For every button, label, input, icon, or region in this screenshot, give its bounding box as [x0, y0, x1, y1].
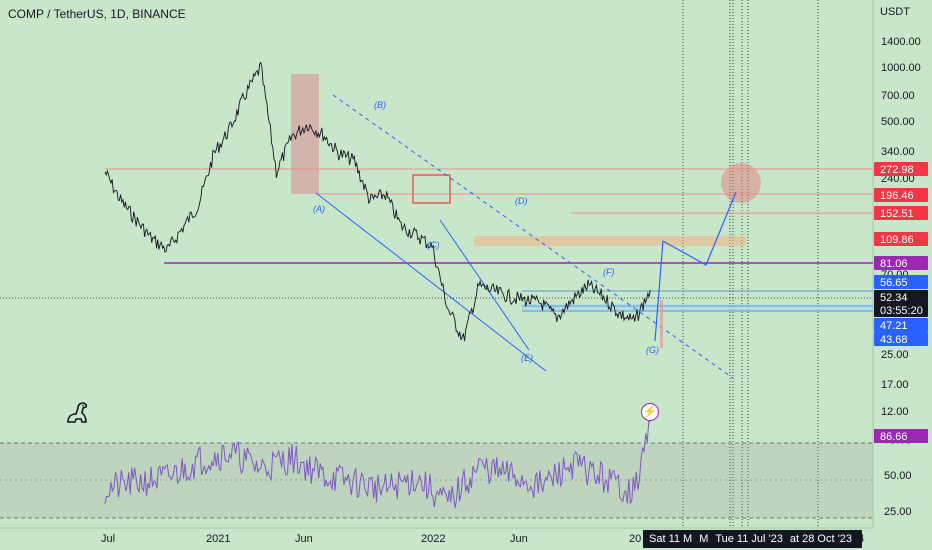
price-badge-box: [874, 162, 928, 176]
tooltip-date-1: Sat 11 M: [649, 533, 693, 545]
price-badge-box: [874, 318, 928, 332]
price-badge-box: [874, 188, 928, 202]
time-tick-label: 20: [629, 533, 641, 545]
lower-channel-line: [315, 192, 547, 372]
price-badge-label: 196.46: [880, 190, 914, 202]
price-badge-label: 03:55:20: [880, 305, 923, 317]
wave-label-1: (A): [313, 204, 325, 214]
time-tick-label: Jul: [101, 533, 115, 545]
time-tick-label: 2021: [206, 533, 230, 545]
price-tick-label: 25.00: [881, 349, 909, 361]
target-circle: [721, 163, 761, 203]
time-tick-label: 2022: [421, 533, 445, 545]
price-badge: 272.98: [874, 162, 928, 176]
price-badge-label: 152.51: [880, 208, 914, 220]
rsi-series-line: [104, 420, 651, 508]
price-badge: 52.34: [874, 290, 928, 304]
price-badge: 47.21: [874, 318, 928, 332]
price-tick-label: 17.00: [881, 379, 909, 391]
c-to-e-line: [439, 219, 530, 351]
rsi-badge-label: 86.66: [880, 431, 908, 443]
wave-label-3: (C): [427, 240, 440, 250]
zone-orange-band: [474, 236, 746, 246]
price-badge: 56.65: [874, 275, 928, 289]
chart-title: COMP / TetherUS, 1D, BINANCE: [8, 7, 186, 21]
price-tick-label: 1400.00: [881, 36, 921, 48]
dinosaur-icon: [64, 400, 90, 431]
price-badge-box: [874, 256, 928, 270]
price-badge: 196.46: [874, 188, 928, 202]
price-tick-label: 340.00: [881, 146, 915, 158]
tooltip-date-2: M: [699, 533, 709, 545]
price-badge-box: [874, 332, 928, 346]
crosshair-date-tooltip: Sat 11 M M Tue 11 Jul '23 at 28 Oct '23: [643, 530, 862, 548]
price-badge-box: [874, 303, 928, 317]
wave-label-7: (G): [646, 345, 659, 355]
price-badge-label: 81.06: [880, 258, 908, 270]
price-series-line: [104, 61, 651, 342]
price-badge-label: 109.86: [880, 234, 914, 246]
time-tick-label: Jun: [295, 533, 313, 545]
price-badge-box: [874, 290, 928, 304]
price-tick-label: 1000.00: [881, 62, 921, 74]
rsi-badge-box: [874, 429, 928, 443]
price-tick-label: 240.00: [881, 173, 915, 185]
price-badge: 152.51: [874, 206, 928, 220]
projection-path: [662, 191, 737, 266]
price-badge-label: 52.34: [880, 292, 908, 304]
price-badge-box: [874, 275, 928, 289]
rsi-tick-label: 50.00: [884, 470, 912, 482]
price-badge-box: [874, 232, 928, 246]
wave-label-6: (F): [603, 267, 615, 277]
price-tick-label: 500.00: [881, 116, 915, 128]
price-badge-label: 47.21: [880, 320, 908, 332]
price-badge: 03:55:20: [874, 303, 928, 317]
price-badge-box: [874, 206, 928, 220]
zone-blue-band: [522, 304, 873, 312]
tooltip-date-4: at 28 Oct '23: [789, 533, 852, 545]
currency-label: USDT: [880, 6, 910, 18]
projection-bar: [660, 300, 663, 348]
price-badge: 81.06: [874, 256, 928, 270]
descending-trendline: [332, 94, 734, 379]
price-tick-label: 700.00: [881, 90, 915, 102]
wave-label-4: (D): [515, 196, 528, 206]
price-badge-label: 43.68: [880, 334, 908, 346]
wave-label-2: (B): [374, 100, 386, 110]
wave-label-5: (E): [521, 353, 533, 363]
lightning-icon[interactable]: ⚡: [641, 403, 659, 421]
price-badge: 109.86: [874, 232, 928, 246]
price-badge-label: 272.98: [880, 164, 914, 176]
rsi-tick-label: 25.00: [884, 506, 912, 518]
projection-start: [654, 240, 664, 342]
rsi-current-badge: 86.66: [874, 429, 928, 443]
tooltip-date-3: Tue 11 Jul '23: [715, 533, 783, 545]
price-tick-label: 12.00: [881, 406, 909, 418]
zone-red-outline: [412, 174, 451, 204]
price-badge-label: 56.65: [880, 277, 908, 289]
time-tick-label: Jun: [510, 533, 528, 545]
price-badge: 43.68: [874, 332, 928, 346]
